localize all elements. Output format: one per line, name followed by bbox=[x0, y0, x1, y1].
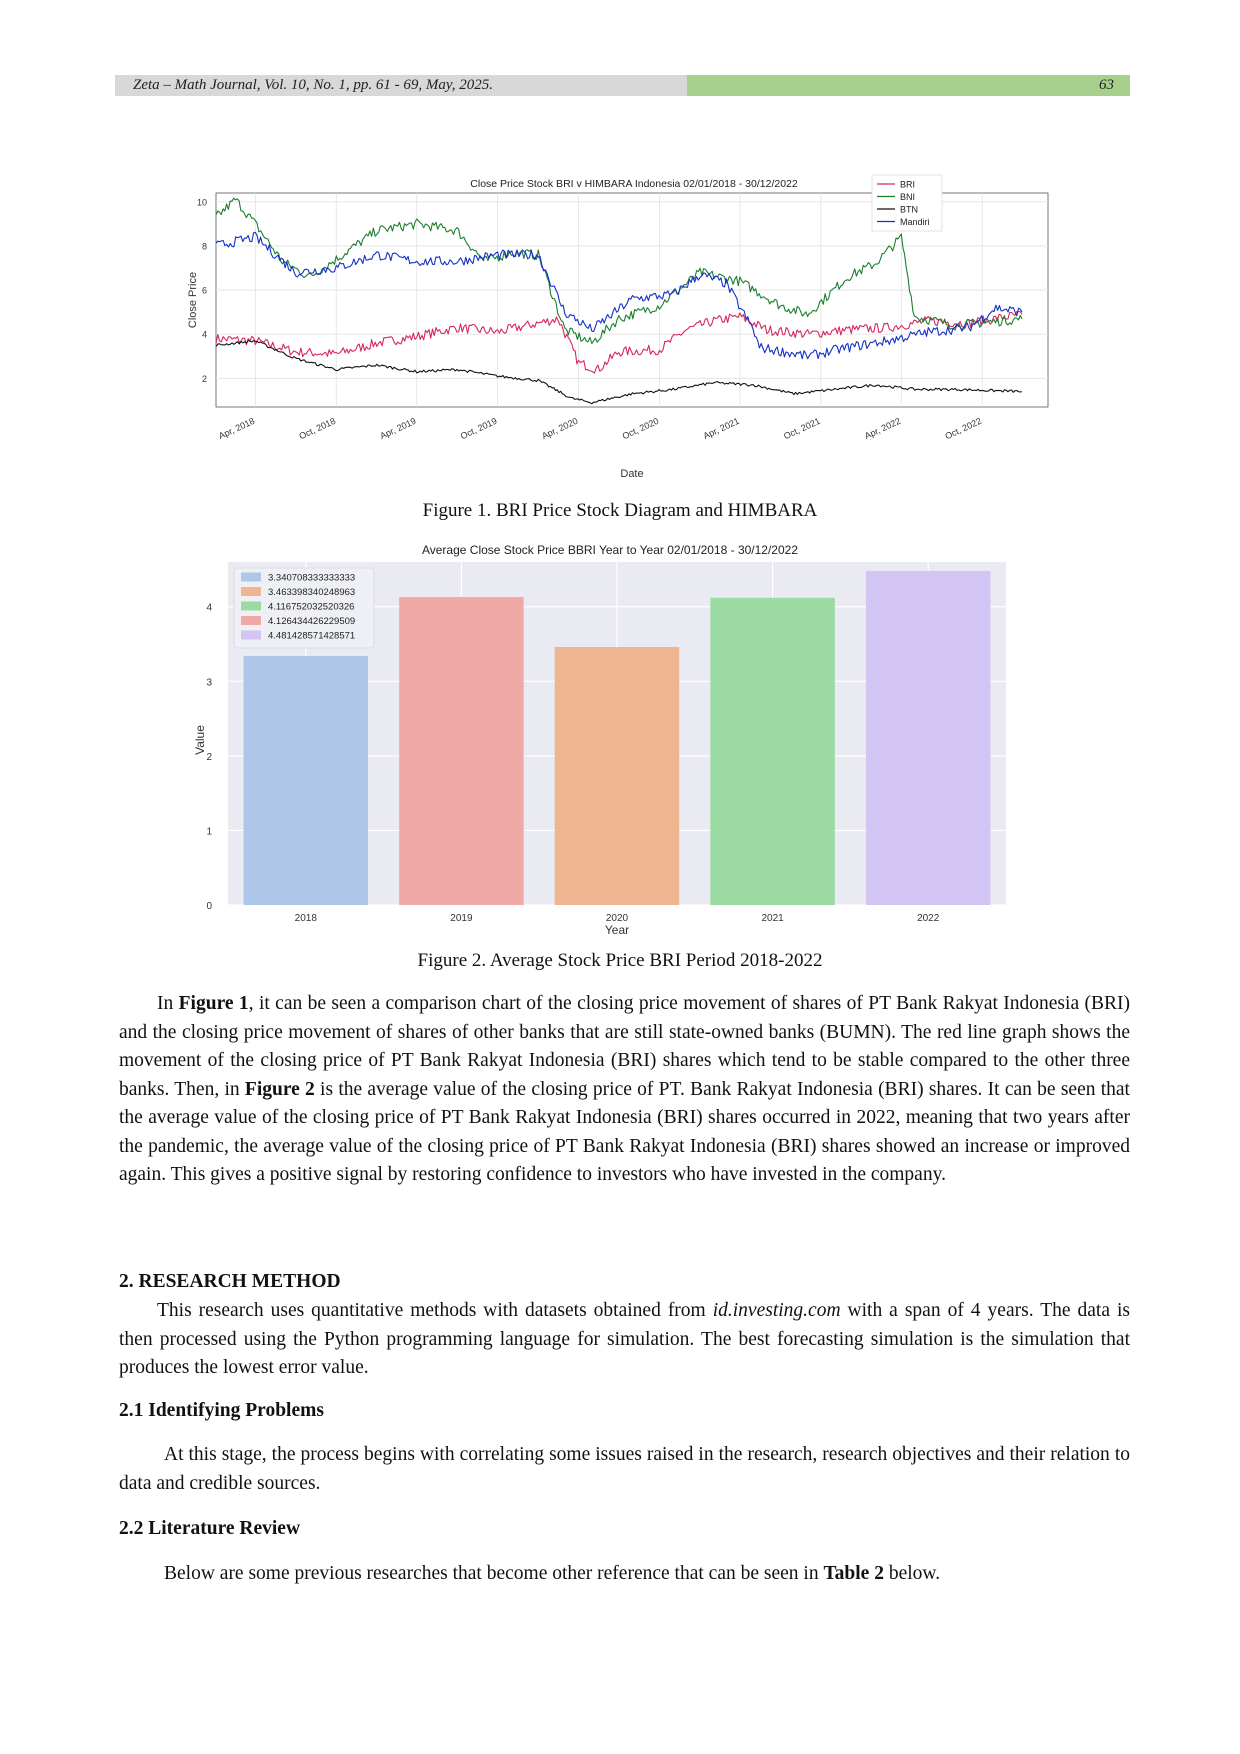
text-run: In bbox=[157, 993, 179, 1014]
chart2-bar-2022 bbox=[865, 570, 991, 905]
chart2-legend: 3.340708333333333 3.463398340248963 4.1167… bbox=[233, 567, 375, 649]
chart1-legend-label: BTN bbox=[900, 205, 918, 215]
chart1-x-tick-label: Apr, 2018 bbox=[217, 416, 256, 441]
figure2-ref: Figure 2 bbox=[244, 1078, 315, 1100]
text-run: below. bbox=[883, 1563, 941, 1584]
chart1-x-tick-label: Oct, 2018 bbox=[298, 416, 338, 442]
chart2-legend-label: 3.463398340248963 bbox=[268, 587, 355, 598]
chart1-x-tick-label: Apr, 2022 bbox=[863, 416, 902, 441]
text-run: Below are some previous researches that … bbox=[164, 1563, 824, 1584]
text-run: This research uses quantitative methods … bbox=[157, 1300, 713, 1321]
text-run: is the average value of the closing pric… bbox=[119, 1078, 1130, 1186]
chart2-legend-swatch bbox=[241, 572, 261, 582]
section-heading-research-method: 2. RESEARCH METHOD bbox=[119, 1271, 341, 1292]
chart2-legend-box bbox=[233, 567, 375, 649]
chart2-bar-2019 bbox=[399, 597, 524, 905]
chart1-legend: BRI BNI BTN Mandiri bbox=[871, 174, 943, 232]
chart1-series-mandiri-line bbox=[215, 231, 1023, 360]
chart2-x-tick-label: 2019 bbox=[450, 913, 473, 924]
chart1-x-tick-label: Apr, 2020 bbox=[540, 416, 579, 441]
page-header: Zeta – Math Journal, Vol. 10, No. 1, pp.… bbox=[115, 75, 1130, 96]
chart2-legend-swatch bbox=[241, 587, 261, 596]
table2-ref: Table 2 bbox=[823, 1563, 884, 1584]
section-heading-identifying-problems: 2.1 Identifying Problems bbox=[119, 1400, 324, 1421]
chart2-y-tick-label: 1 bbox=[206, 826, 212, 837]
chart1-title: Close Price Stock BRI v HIMBARA Indonesi… bbox=[470, 178, 798, 190]
chart1-x-axis-label: Date bbox=[620, 468, 643, 480]
chart2-legend-label: 4.481428571428571 bbox=[268, 631, 355, 642]
figure2-caption: Figure 2. Average Stock Price BRI Period… bbox=[417, 950, 823, 971]
dataset-source: id.investing.com bbox=[712, 1300, 841, 1321]
chart1-series-btn-line bbox=[215, 340, 1023, 405]
page-number: 63 bbox=[687, 75, 1130, 96]
chart2-bar-2018 bbox=[243, 655, 369, 905]
journal-citation: Zeta – Math Journal, Vol. 10, No. 1, pp.… bbox=[115, 75, 687, 96]
chart2-y-axis-label: Value bbox=[193, 725, 207, 755]
chart1-legend-label: BNI bbox=[900, 192, 915, 202]
chart2-legend-swatch bbox=[241, 616, 261, 625]
figure2-bar-chart: Average Close Stock Price BBRI Year to Y… bbox=[193, 543, 1006, 937]
figure1-ref: Figure 1 bbox=[178, 993, 249, 1014]
chart2-x-tick-label: 2018 bbox=[295, 913, 318, 924]
chart1-x-tick-label: Apr, 2019 bbox=[378, 416, 417, 441]
chart1-y-axis-label: Close Price bbox=[187, 272, 199, 328]
chart1-y-tick-label: 8 bbox=[202, 241, 207, 251]
chart2-bar-2021 bbox=[710, 597, 835, 905]
chart2-y-tick-label: 0 bbox=[206, 901, 212, 912]
chart2-legend-label: 4.116752032520326 bbox=[268, 602, 354, 613]
chart1-x-tick-label: Oct, 2022 bbox=[943, 416, 983, 442]
chart2-bar-2020 bbox=[554, 647, 680, 905]
chart1-series-bni-line bbox=[215, 197, 1023, 345]
figure1-caption: Figure 1. BRI Price Stock Diagram and HI… bbox=[422, 500, 818, 521]
chart2-legend-label: 4.126434426229509 bbox=[268, 616, 355, 627]
paragraph-figure-discussion: In Figure 1, it can be seen a comparison… bbox=[119, 990, 1130, 1190]
chart2-y-tick-label: 4 bbox=[206, 603, 212, 614]
paragraph-literature-review: Below are some previous researches that … bbox=[119, 1560, 1130, 1589]
chart2-x-tick-label: 2021 bbox=[761, 913, 784, 924]
chart2-legend-label: 3.340708333333333 bbox=[268, 573, 355, 584]
chart2-x-tick-label: 2020 bbox=[606, 913, 629, 924]
section-heading-literature-review: 2.2 Literature Review bbox=[119, 1518, 301, 1539]
chart1-x-tick-label: Apr, 2021 bbox=[702, 416, 741, 441]
figure1-line-chart: Close Price Stock BRI v HIMBARA Indonesi… bbox=[187, 174, 1049, 480]
chart1-series-bri-line bbox=[215, 310, 1023, 374]
paragraph-research-method: This research uses quantitative methods … bbox=[119, 1297, 1130, 1383]
text-run: with a span of 4 years. The data is then… bbox=[119, 1300, 1130, 1378]
chart2-title: Average Close Stock Price BBRI Year to Y… bbox=[422, 543, 798, 557]
chart2-x-axis-label: Year bbox=[605, 923, 629, 937]
chart2-legend-swatch bbox=[241, 601, 261, 611]
chart1-y-tick-label: 6 bbox=[202, 286, 207, 296]
chart2-y-tick-label: 3 bbox=[206, 677, 212, 688]
chart1-y-tick-label: 4 bbox=[202, 330, 207, 340]
chart1-legend-label: BRI bbox=[900, 180, 915, 190]
chart2-x-tick-label: 2022 bbox=[917, 913, 940, 924]
chart1-y-tick-label: 2 bbox=[202, 374, 207, 384]
chart1-x-tick-label: Oct, 2020 bbox=[621, 416, 661, 442]
chart1-legend-label: Mandiri bbox=[900, 217, 930, 227]
chart2-legend-swatch bbox=[241, 630, 261, 640]
paragraph-identifying-problems: At this stage, the process begins with c… bbox=[119, 1444, 1130, 1494]
chart1-x-tick-label: Oct, 2019 bbox=[459, 416, 499, 442]
text-run: , it can be seen a comparison chart of t… bbox=[119, 993, 1130, 1100]
chart2-y-tick-label: 2 bbox=[206, 752, 212, 763]
chart1-y-tick-label: 10 bbox=[197, 197, 207, 207]
chart1-x-tick-label: Oct, 2021 bbox=[782, 416, 822, 442]
